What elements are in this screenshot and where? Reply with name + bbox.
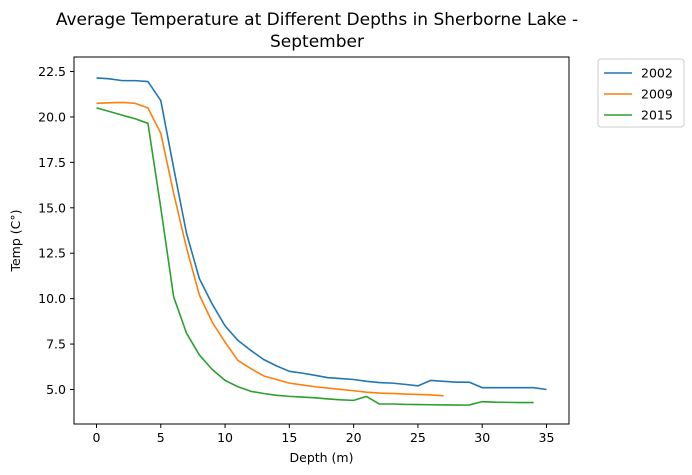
x-tick-label: 30: [474, 430, 490, 445]
y-tick-label: 5.0: [46, 382, 66, 397]
x-axis-ticks: 0 5 10 15 20 25 30 35: [93, 424, 555, 445]
legend-label-2015: 2015: [641, 108, 673, 123]
y-tick-label: 17.5: [38, 155, 66, 170]
y-tick-label: 15.0: [38, 200, 66, 215]
x-tick-label: 20: [346, 430, 362, 445]
y-tick-label: 7.5: [46, 337, 66, 352]
series-line-2009: [96, 101, 444, 397]
legend-items: 2002 2009 2015: [604, 66, 673, 123]
y-tick-label: 20.0: [38, 109, 66, 124]
plot-lines: [96, 77, 547, 406]
series-line-2015: [96, 107, 534, 406]
y-axis-label: Temp (C°): [8, 209, 23, 272]
plot-frame: [73, 56, 570, 425]
x-tick-label: 5: [157, 430, 165, 445]
legend: 2002 2009 2015: [597, 58, 685, 128]
legend-frame: [597, 58, 685, 128]
legend-label-2009: 2009: [641, 87, 673, 102]
y-tick-label: 10.0: [38, 291, 66, 306]
x-axis-label: Depth (m): [290, 450, 354, 465]
y-axis-ticks: 5.0 7.5 10.0 12.5 15.0 17.5 20.0 22.5: [38, 64, 74, 397]
chart-title-line-1: Average Temperature at Different Depths …: [56, 10, 578, 30]
legend-label-2002: 2002: [641, 66, 673, 81]
x-tick-label: 15: [281, 430, 297, 445]
x-tick-label: 0: [93, 430, 101, 445]
x-tick-label: 25: [410, 430, 426, 445]
chart-title-line-2: September: [270, 32, 364, 52]
y-tick-label: 12.5: [38, 246, 66, 261]
x-tick-label: 10: [217, 430, 233, 445]
x-tick-label: 35: [539, 430, 555, 445]
series-line-2002: [96, 77, 547, 391]
y-tick-label: 22.5: [38, 64, 66, 79]
